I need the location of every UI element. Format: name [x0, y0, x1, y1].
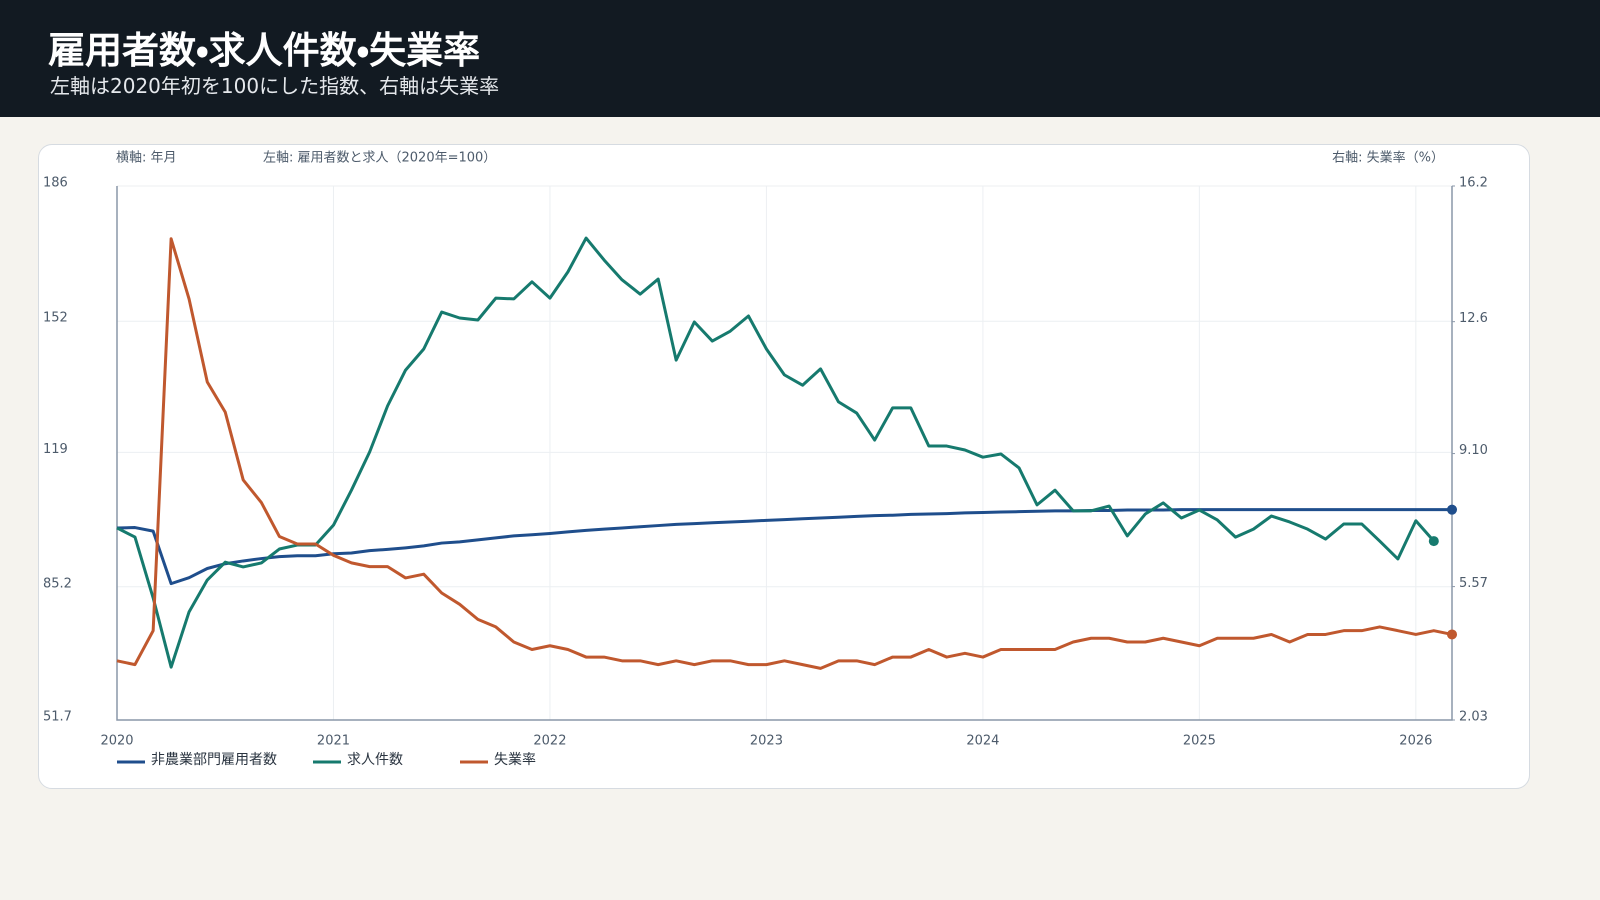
y2-tick-label: 12.6	[1459, 311, 1488, 326]
series-line	[116, 508, 1452, 586]
y2-axis-label: 右軸: 失業率（%）	[1332, 150, 1444, 166]
x-tick-label: 2020	[100, 734, 133, 749]
end-marker	[1447, 504, 1457, 515]
y-tick-label: 51.7	[43, 710, 72, 725]
y-tick-label: 186	[43, 176, 68, 191]
legend-label: 非農業部門雇用者数	[151, 752, 277, 768]
y-axis-label: 左軸: 雇用者数と求人（2020年=100）	[263, 151, 496, 166]
page-title: 雇用者数・求人件数・失業率	[48, 29, 481, 72]
legend-label: 失業率	[494, 752, 536, 768]
x-tick-label: 2024	[966, 734, 999, 749]
end-marker	[1428, 536, 1439, 547]
y-tick-label: 152	[43, 311, 68, 326]
end-marker	[1447, 629, 1457, 640]
y2-tick-label: 9.10	[1459, 443, 1488, 458]
axis-frame	[116, 186, 1453, 721]
y2-tick-label: 2.03	[1459, 710, 1488, 725]
series-line	[116, 236, 1435, 669]
x-tick-label: 2023	[750, 734, 783, 749]
y2-tick-label: 16.2	[1459, 176, 1488, 191]
series-line	[116, 237, 1453, 670]
x-axis-label: 横軸: 年月	[116, 151, 177, 166]
y2-tick-label: 5.57	[1459, 576, 1488, 591]
x-tick-label: 2026	[1399, 734, 1432, 749]
x-tick-label: 2021	[317, 734, 350, 749]
y-tick-label: 85.2	[43, 576, 72, 591]
chart-card	[38, 144, 1530, 789]
x-tick-label: 2025	[1183, 734, 1216, 749]
page-subtitle: 左軸は2020年初を100にした指数、右軸は失業率	[50, 74, 500, 98]
x-tick-label: 2022	[533, 734, 566, 749]
y-tick-label: 119	[43, 442, 68, 457]
header: 雇用者数・求人件数・失業率 左軸は2020年初を100にした指数、右軸は失業率	[0, 0, 1600, 117]
legend-label: 求人件数	[347, 752, 403, 768]
